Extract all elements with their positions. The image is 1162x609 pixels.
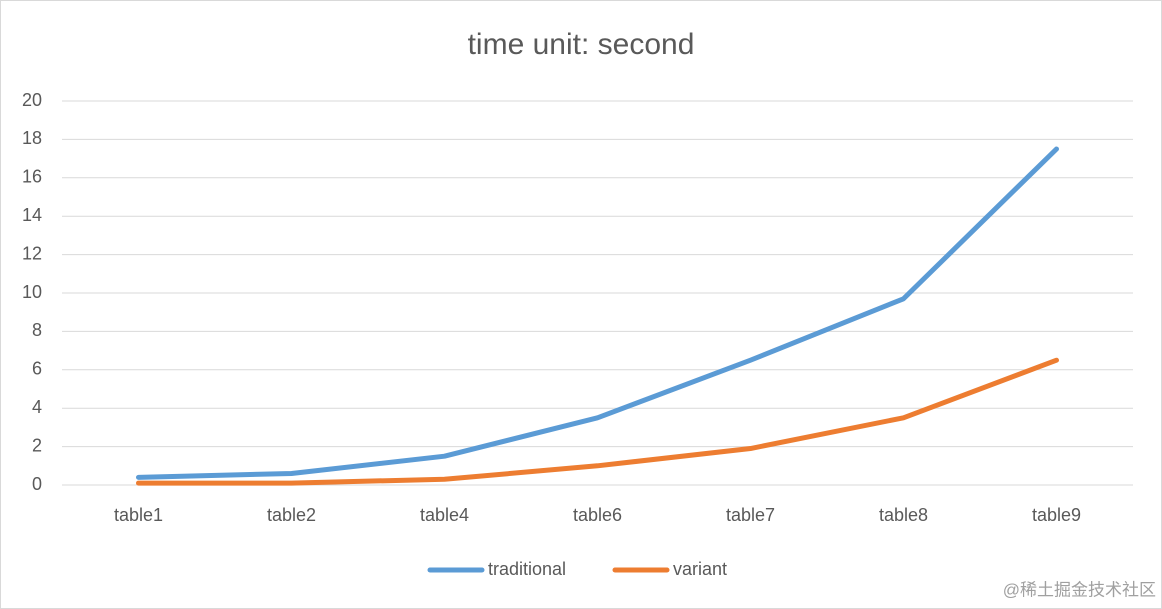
x-tick-label: table2 (267, 505, 316, 525)
y-tick-label: 6 (32, 359, 42, 379)
line-series (136, 357, 1059, 486)
x-tick-label: table7 (726, 505, 775, 525)
y-tick-label: 2 (32, 435, 42, 455)
line-series (136, 146, 1059, 480)
y-tick-label: 4 (32, 397, 42, 417)
y-tick-label: 14 (22, 205, 42, 225)
y-tick-label: 20 (22, 90, 42, 110)
y-tick-label: 10 (22, 282, 42, 302)
x-tick-label: table9 (1032, 505, 1081, 525)
x-tick-label: table4 (420, 505, 469, 525)
legend-label: variant (673, 559, 727, 579)
chart-title: time unit: second (468, 28, 695, 61)
watermark: @稀土掘金技术社区 (1003, 580, 1156, 599)
legend-label: traditional (488, 559, 566, 579)
y-tick-label: 12 (22, 243, 42, 263)
y-tick-label: 16 (22, 167, 42, 187)
y-tick-label: 8 (32, 320, 42, 340)
x-tick-label: table8 (879, 505, 928, 525)
x-tick-label: table1 (114, 505, 163, 525)
y-tick-label: 18 (22, 128, 42, 148)
y-tick-label: 0 (32, 474, 42, 494)
x-tick-label: table6 (573, 505, 622, 525)
